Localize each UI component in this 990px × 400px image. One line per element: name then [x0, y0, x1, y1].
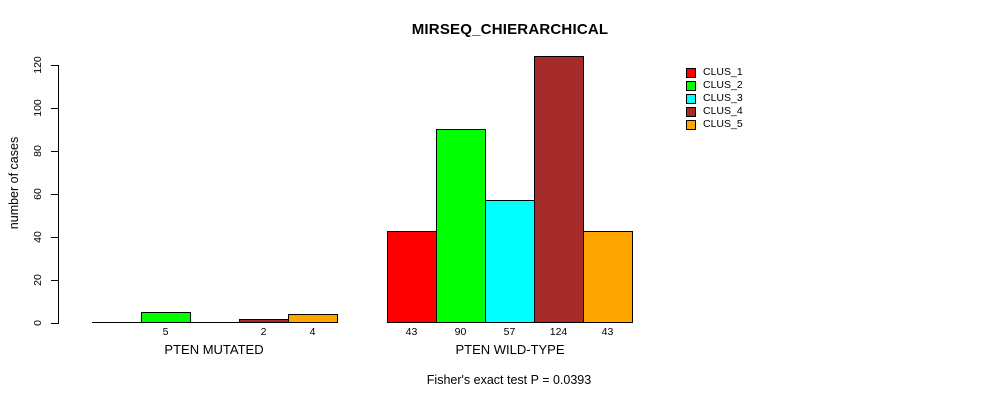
x-group-label-pten-wild-type: PTEN WILD-TYPE: [455, 342, 565, 357]
bar-value-label: 5: [162, 326, 169, 338]
bar-value-label: 43: [601, 326, 614, 338]
y-axis-tick-label: 120: [32, 56, 44, 74]
legend-item-clus_1: CLUS_1: [686, 66, 743, 79]
y-axis-tick-label: 100: [32, 99, 44, 117]
x-axis-baseline: [92, 322, 338, 323]
y-axis-label: number of cases: [7, 136, 21, 230]
bar-value-label: 90: [454, 326, 467, 338]
bar-clus_5-wild-type: [583, 231, 633, 323]
legend: CLUS_1 CLUS_2 CLUS_3 CLUS_4 CLUS_5: [686, 66, 743, 131]
y-axis-tick: [51, 108, 58, 109]
chart-title: MIRSEQ_CHIERARCHICAL: [411, 21, 609, 38]
legend-swatch-clus_4: [686, 106, 696, 117]
bar-value-label: 124: [549, 326, 568, 338]
y-axis-tick-label: 0: [32, 320, 44, 326]
bar-value-label: 43: [405, 326, 418, 338]
y-axis-tick-label: 40: [32, 231, 44, 243]
y-axis-tick-label: 20: [32, 274, 44, 286]
y-axis-tick-label: 60: [32, 188, 44, 200]
bar-value-label: 57: [503, 326, 516, 338]
legend-item-clus_5: CLUS_5: [686, 118, 743, 131]
legend-item-clus_2: CLUS_2: [686, 79, 743, 92]
bar-clus_2-mutated: [141, 312, 191, 323]
x-group-label-pten-mutated: PTEN MUTATED: [164, 342, 264, 357]
legend-label: CLUS_4: [703, 105, 743, 117]
legend-swatch-clus_5: [686, 119, 696, 130]
bar-clus_4-wild-type: [534, 56, 584, 323]
legend-label: CLUS_3: [703, 92, 743, 104]
y-axis-tick: [51, 323, 58, 324]
bar-value-label: 4: [309, 326, 316, 338]
y-axis-tick: [51, 237, 58, 238]
fisher-test-annotation: Fisher's exact test P = 0.0393: [426, 373, 592, 387]
legend-swatch-clus_1: [686, 67, 696, 78]
y-axis-line: [58, 65, 59, 324]
y-axis-tick-label: 80: [32, 145, 44, 157]
y-axis-tick: [51, 151, 58, 152]
bar-value-label: 2: [260, 326, 267, 338]
legend-swatch-clus_3: [686, 93, 696, 104]
y-axis-tick: [51, 194, 58, 195]
legend-item-clus_3: CLUS_3: [686, 92, 743, 105]
legend-item-clus_4: CLUS_4: [686, 105, 743, 118]
bar-clus_3-wild-type: [485, 200, 535, 323]
legend-label: CLUS_5: [703, 118, 743, 130]
y-axis-tick: [51, 280, 58, 281]
y-axis-tick: [51, 65, 58, 66]
bar-clus_4-mutated: [239, 319, 289, 323]
bar-clus_2-wild-type: [436, 129, 486, 323]
bar-clus_1-wild-type: [387, 231, 437, 323]
legend-label: CLUS_1: [703, 66, 743, 78]
legend-label: CLUS_2: [703, 79, 743, 91]
legend-swatch-clus_2: [686, 80, 696, 91]
bar-clus_5-mutated: [288, 314, 338, 323]
